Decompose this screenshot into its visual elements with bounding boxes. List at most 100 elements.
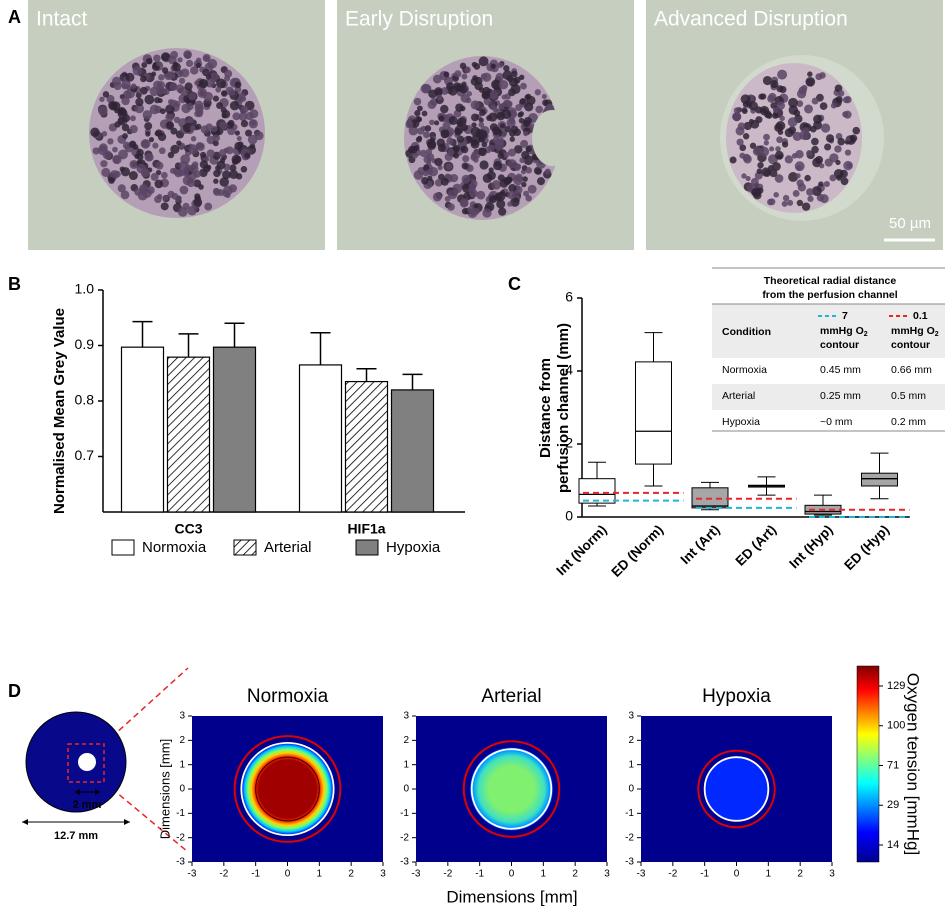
nucleus — [432, 192, 442, 202]
nucleus — [839, 169, 848, 178]
nucleus — [413, 145, 420, 152]
nucleus — [835, 159, 841, 166]
nucleus — [830, 102, 837, 109]
nucleus — [508, 184, 517, 193]
nucleus — [193, 197, 203, 207]
nucleus — [157, 98, 163, 104]
nucleus — [222, 170, 231, 180]
nucleus — [776, 101, 786, 110]
nucleus — [190, 66, 199, 75]
nucleus — [426, 153, 435, 161]
colorbar-tick-label: 100 — [887, 720, 905, 732]
micrograph-label: Early Disruption — [345, 8, 493, 31]
nucleus — [224, 69, 233, 78]
x-tick-label: 0 — [509, 869, 515, 880]
nucleus — [500, 190, 506, 196]
legend-swatch — [355, 539, 379, 556]
nucleus — [776, 136, 783, 144]
table-cell: 0.66 mm — [891, 364, 932, 376]
nucleus — [194, 193, 201, 200]
nucleus — [811, 137, 819, 146]
nucleus — [777, 69, 788, 80]
nucleus — [513, 175, 523, 186]
nucleus — [434, 157, 443, 167]
nucleus — [212, 95, 220, 102]
nucleus — [846, 162, 853, 169]
nucleus — [440, 177, 449, 186]
nucleus — [470, 153, 477, 160]
table-header: Condition — [722, 326, 771, 338]
nucleus — [125, 84, 132, 90]
nucleus — [794, 161, 805, 172]
nucleus — [510, 197, 520, 207]
nucleus — [476, 190, 486, 200]
nucleus — [509, 136, 515, 142]
nucleus — [541, 93, 547, 100]
nucleus — [742, 153, 751, 162]
nucleus — [507, 201, 513, 207]
nucleus — [504, 125, 511, 133]
nucleus — [188, 92, 197, 101]
nucleus — [228, 88, 236, 96]
colorbar — [856, 665, 880, 863]
contour — [255, 756, 320, 822]
nucleus — [796, 89, 807, 99]
x-tick-label: -3 — [637, 869, 646, 880]
nucleus — [494, 141, 504, 151]
table-header: contour — [891, 339, 930, 351]
nucleus — [428, 89, 438, 99]
table-header-bg — [712, 304, 945, 358]
y-tick-label: 0 — [403, 784, 409, 795]
nucleus — [466, 91, 473, 97]
x-tick-label: 0 — [285, 869, 291, 880]
nucleus — [519, 98, 527, 105]
contour-white — [470, 748, 553, 830]
table-cell: 0.45 mm — [820, 364, 861, 376]
y-tick-label: 0.7 — [75, 447, 95, 463]
nucleus — [161, 171, 168, 179]
y-axis-label: Distance from — [537, 358, 554, 458]
nucleus — [454, 70, 462, 78]
x-tick-label: ED (Hyp) — [841, 522, 892, 573]
nucleus — [437, 165, 443, 171]
x-axis-label: Dimensions [mm] — [446, 887, 577, 906]
nucleus — [234, 130, 241, 136]
schematic: 2 mm 12.7 mm — [22, 667, 189, 853]
nucleus — [136, 148, 144, 157]
nucleus — [141, 62, 148, 68]
nucleus — [426, 139, 437, 149]
nucleus — [202, 68, 210, 77]
table-header-sub: 2 — [864, 331, 868, 338]
nucleus — [166, 121, 174, 130]
nucleus — [522, 119, 531, 127]
panel-label: A — [8, 7, 21, 27]
nucleus — [215, 86, 222, 93]
nucleus — [479, 160, 489, 170]
nucleus — [447, 203, 455, 211]
nucleus — [520, 139, 529, 148]
inner-label: 2 mm — [73, 799, 102, 811]
nucleus — [216, 102, 223, 110]
y-tick-label: 2 — [179, 735, 185, 746]
colorbar-tick-label: 29 — [887, 799, 899, 811]
panel-title: Hypoxia — [702, 686, 771, 707]
nucleus — [140, 75, 147, 83]
nucleus — [806, 150, 813, 157]
nucleus — [424, 125, 432, 132]
nucleus — [806, 188, 814, 196]
nucleus — [491, 180, 502, 190]
nucleus — [155, 161, 164, 170]
y-tick-label: -3 — [176, 857, 185, 868]
nucleus — [99, 96, 105, 102]
nucleus — [739, 144, 747, 152]
nucleus — [809, 125, 817, 133]
nucleus — [413, 97, 422, 106]
nucleus — [200, 125, 209, 134]
nucleus — [498, 207, 507, 216]
nucleus — [135, 92, 142, 99]
table-header: 7 — [842, 310, 848, 322]
nucleus — [525, 145, 532, 153]
nucleus — [513, 128, 522, 136]
nucleus — [193, 179, 202, 188]
nucleus — [528, 123, 535, 129]
